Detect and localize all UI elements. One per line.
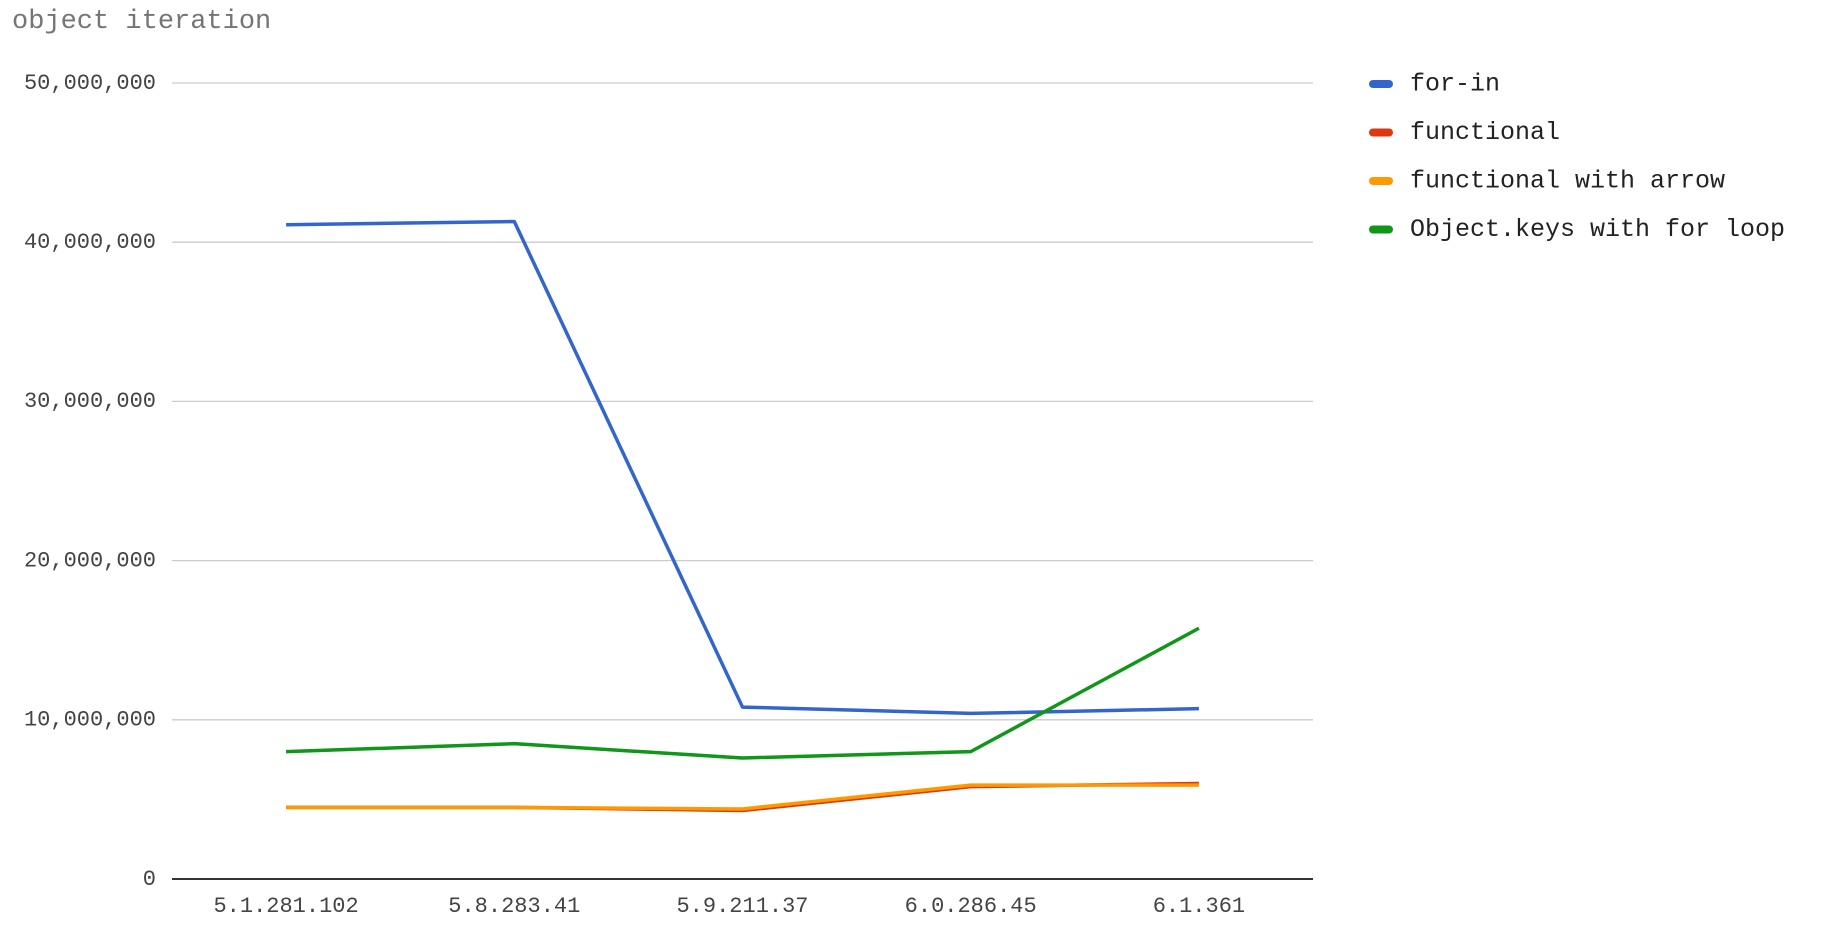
series-line [286, 783, 1199, 811]
y-tick-label: 20,000,000 [24, 548, 156, 573]
y-tick-label: 0 [143, 867, 156, 892]
x-tick-label: 5.8.283.41 [448, 894, 580, 919]
legend-label: functional [1410, 118, 1560, 147]
y-tick-label: 50,000,000 [24, 71, 156, 96]
x-tick-label: 6.1.361 [1153, 894, 1245, 919]
chart-title: object iteration [12, 7, 271, 37]
x-tick-label: 6.0.286.45 [905, 894, 1037, 919]
series-line [286, 626, 1200, 760]
y-tick-label: 40,000,000 [24, 230, 156, 255]
x-tick-label: 5.1.281.102 [213, 894, 358, 919]
y-tick-label: 30,000,000 [24, 389, 156, 414]
series-line [286, 219, 1199, 716]
legend-label: functional with arrow [1410, 167, 1725, 196]
x-tick-label: 5.9.211.37 [676, 894, 808, 919]
y-tick-label: 10,000,000 [24, 708, 156, 733]
legend-label: Object.keys with for loop [1410, 215, 1785, 244]
legend-label: for-in [1410, 70, 1500, 99]
